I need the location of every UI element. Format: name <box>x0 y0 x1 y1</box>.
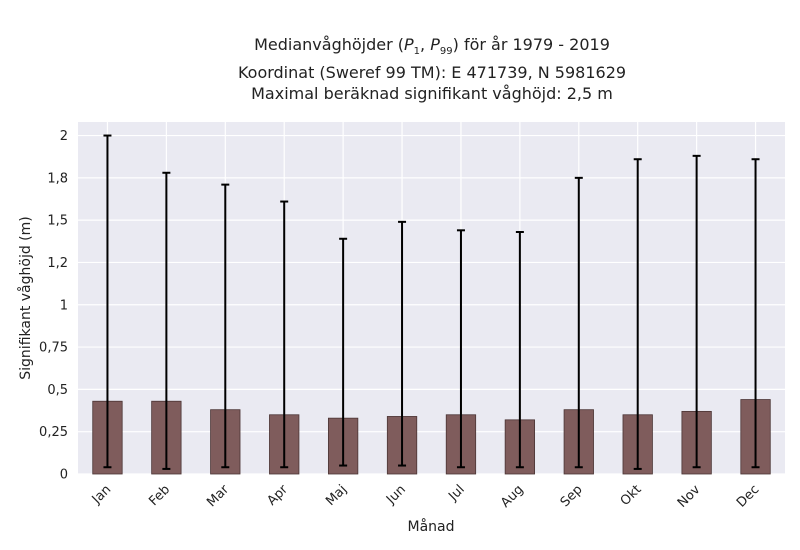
x-tick-label: Jul <box>445 482 467 504</box>
y-tick-label: 0,5 <box>47 383 68 398</box>
x-tick-label: Jan <box>89 482 114 507</box>
x-tick-label: Feb <box>146 482 173 509</box>
x-tick-label: Aug <box>498 482 527 511</box>
x-tick-label: Maj <box>323 482 350 509</box>
y-tick-label: 0,75 <box>39 341 68 356</box>
y-tick-label: 0,25 <box>39 425 68 440</box>
error-bars <box>103 134 760 470</box>
chart-title: Medianvåghöjder (P1, P99) för år 1979 - … <box>0 34 800 104</box>
x-axis-ticks: Jan Feb Mar Apr Maj Jun Jul Aug Sep Okt Nov Dec <box>89 482 763 511</box>
y-axis-label: Signifikant våghöjd (m) <box>17 216 34 379</box>
x-tick-label: Mar <box>204 482 232 510</box>
x-tick-label: Jun <box>383 482 409 508</box>
x-tick-label: Nov <box>675 482 704 511</box>
x-tick-label: Apr <box>265 482 292 509</box>
y-axis-ticks: 0 0,25 0,5 0,75 1 1,2 1,5 1,8 2 <box>39 129 68 482</box>
x-tick-label: Dec <box>734 482 762 510</box>
x-tick-label: Sep <box>558 482 586 510</box>
y-tick-label: 1,2 <box>47 256 68 271</box>
y-tick-label: 0 <box>60 468 68 483</box>
y-tick-label: 1,5 <box>47 214 68 229</box>
x-tick-label: Okt <box>618 482 645 509</box>
plot-area <box>78 122 785 474</box>
title-line-2: Koordinat (Sweref 99 TM): E 471739, N 59… <box>237 63 627 83</box>
y-tick-label: 1,8 <box>47 171 68 186</box>
x-axis-label: Månad <box>408 518 455 535</box>
y-tick-label: 2 <box>60 129 68 144</box>
title-line-3: Maximal beräknad signifikant våghöjd: 2,… <box>251 84 613 104</box>
title-line-1: Medianvåghöjder (P1, P99) för år 1979 - … <box>254 35 610 58</box>
y-tick-label: 1 <box>60 298 68 313</box>
